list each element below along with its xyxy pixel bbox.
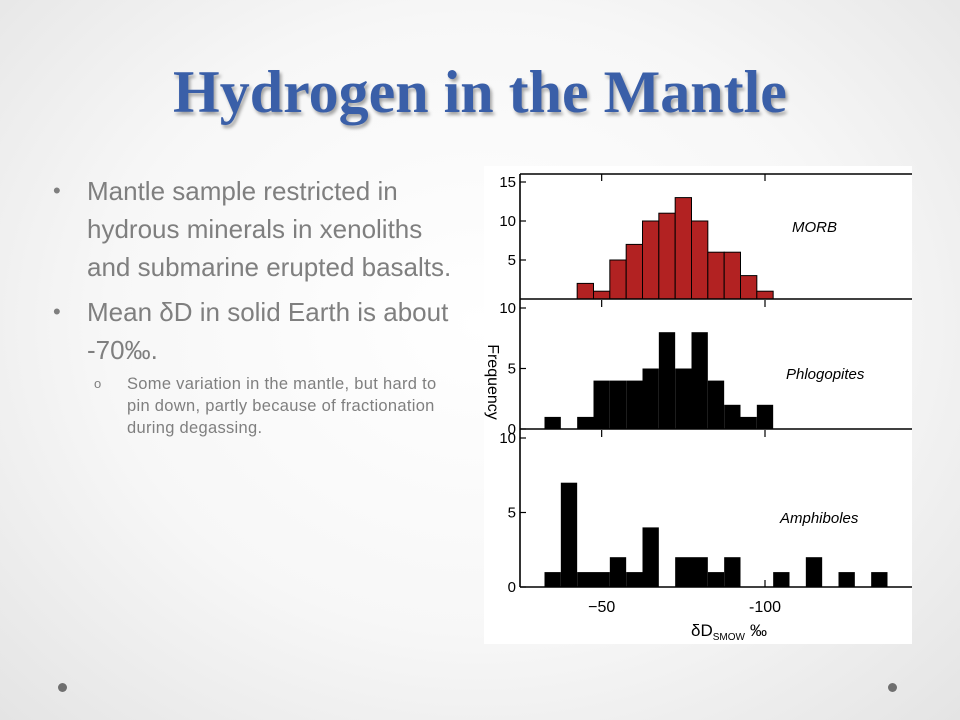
histogram-bar [691, 220, 709, 300]
histogram-chart: 5 10 15 MORB 0 5 10 Phlogopites 0 5 10 Amphiboles −5… [484, 173, 912, 643]
bullet-marker: • [53, 299, 61, 324]
bullet-text: Mantle sample restricted in hydrous mine… [87, 176, 452, 282]
y-tick-label: 10 [499, 300, 516, 317]
histogram-figure: 5 10 15 MORB 0 5 10 Phlogopites 0 5 10 Amphiboles −5… [484, 166, 912, 644]
bullet-item: • Mean δD in solid Earth is about -70‰. … [50, 293, 460, 439]
slide-title: Hydrogen in the Mantle [173, 59, 787, 125]
histogram-bar [626, 380, 643, 429]
histogram-bar [626, 572, 643, 587]
histogram-bar [577, 416, 594, 429]
histogram-bar [544, 572, 561, 587]
bullet-marker: • [53, 178, 61, 203]
x-tick-label: -100 [749, 599, 781, 616]
histogram-bar [707, 572, 725, 587]
y-tick-label: 5 [508, 252, 516, 269]
histogram-bar [658, 212, 676, 300]
y-axis-title: Frequency [484, 344, 501, 420]
panel-label: Phlogopites [786, 366, 865, 383]
sub-bullet-list: o Some variation in the mantle, but hard… [87, 373, 460, 439]
histogram-bar [740, 416, 757, 429]
histogram-bar [724, 557, 741, 587]
corner-dot-right [888, 683, 897, 692]
y-tick-label: 5 [508, 361, 516, 378]
histogram-bar [723, 251, 741, 300]
y-tick-label: 10 [499, 430, 516, 447]
y-tick-label: 0 [508, 421, 516, 438]
histogram-bar [756, 404, 774, 429]
histogram-bar [756, 290, 774, 300]
histogram-bar [675, 557, 692, 587]
histogram-bar [724, 404, 741, 429]
x-axis-title: δDSMOW ‰ [691, 621, 767, 643]
histogram-bar [609, 380, 627, 429]
x-tick-label: −50 [588, 599, 615, 616]
histogram-bar [707, 380, 725, 429]
histogram-bar [625, 243, 643, 300]
histogram-bar [805, 557, 823, 587]
histogram-bar [773, 572, 790, 587]
histogram-bar [577, 572, 594, 587]
histogram-bar [560, 482, 578, 587]
histogram-bar [675, 368, 692, 429]
histogram-bar [871, 572, 888, 587]
sub-bullet-marker: o [94, 376, 102, 391]
corner-dot-left [58, 683, 67, 692]
histogram-bar [642, 220, 660, 300]
y-tick-label: 5 [508, 505, 516, 522]
panel-label: Amphiboles [779, 510, 859, 527]
histogram-bar [609, 557, 627, 587]
y-tick-label: 0 [508, 579, 516, 596]
histogram-bar [593, 290, 611, 300]
bullet-list: • Mantle sample restricted in hydrous mi… [50, 172, 460, 446]
histogram-bar [609, 259, 627, 300]
histogram-bar [691, 557, 708, 587]
histogram-bar [740, 275, 758, 300]
bullet-item: • Mantle sample restricted in hydrous mi… [50, 172, 460, 286]
y-tick-label: 15 [499, 174, 516, 191]
histogram-bar [544, 416, 561, 429]
y-tick-label: 10 [499, 213, 516, 230]
histogram-bar [674, 197, 692, 300]
bullet-text: Mean δD in solid Earth is about -70‰. [87, 297, 449, 365]
histogram-bar [593, 380, 610, 429]
histogram-bar [593, 572, 610, 587]
histogram-bar [707, 251, 725, 300]
sub-bullet-text: Some variation in the mantle, but hard t… [127, 375, 437, 437]
panel-label: MORB [792, 219, 837, 236]
histogram-bar [576, 282, 594, 300]
histogram-bar [658, 332, 676, 429]
sub-bullet-item: o Some variation in the mantle, but hard… [87, 373, 460, 439]
histogram-bar [642, 527, 659, 587]
histogram-bar [642, 368, 659, 429]
histogram-bar [691, 332, 708, 429]
histogram-bar [838, 572, 855, 587]
